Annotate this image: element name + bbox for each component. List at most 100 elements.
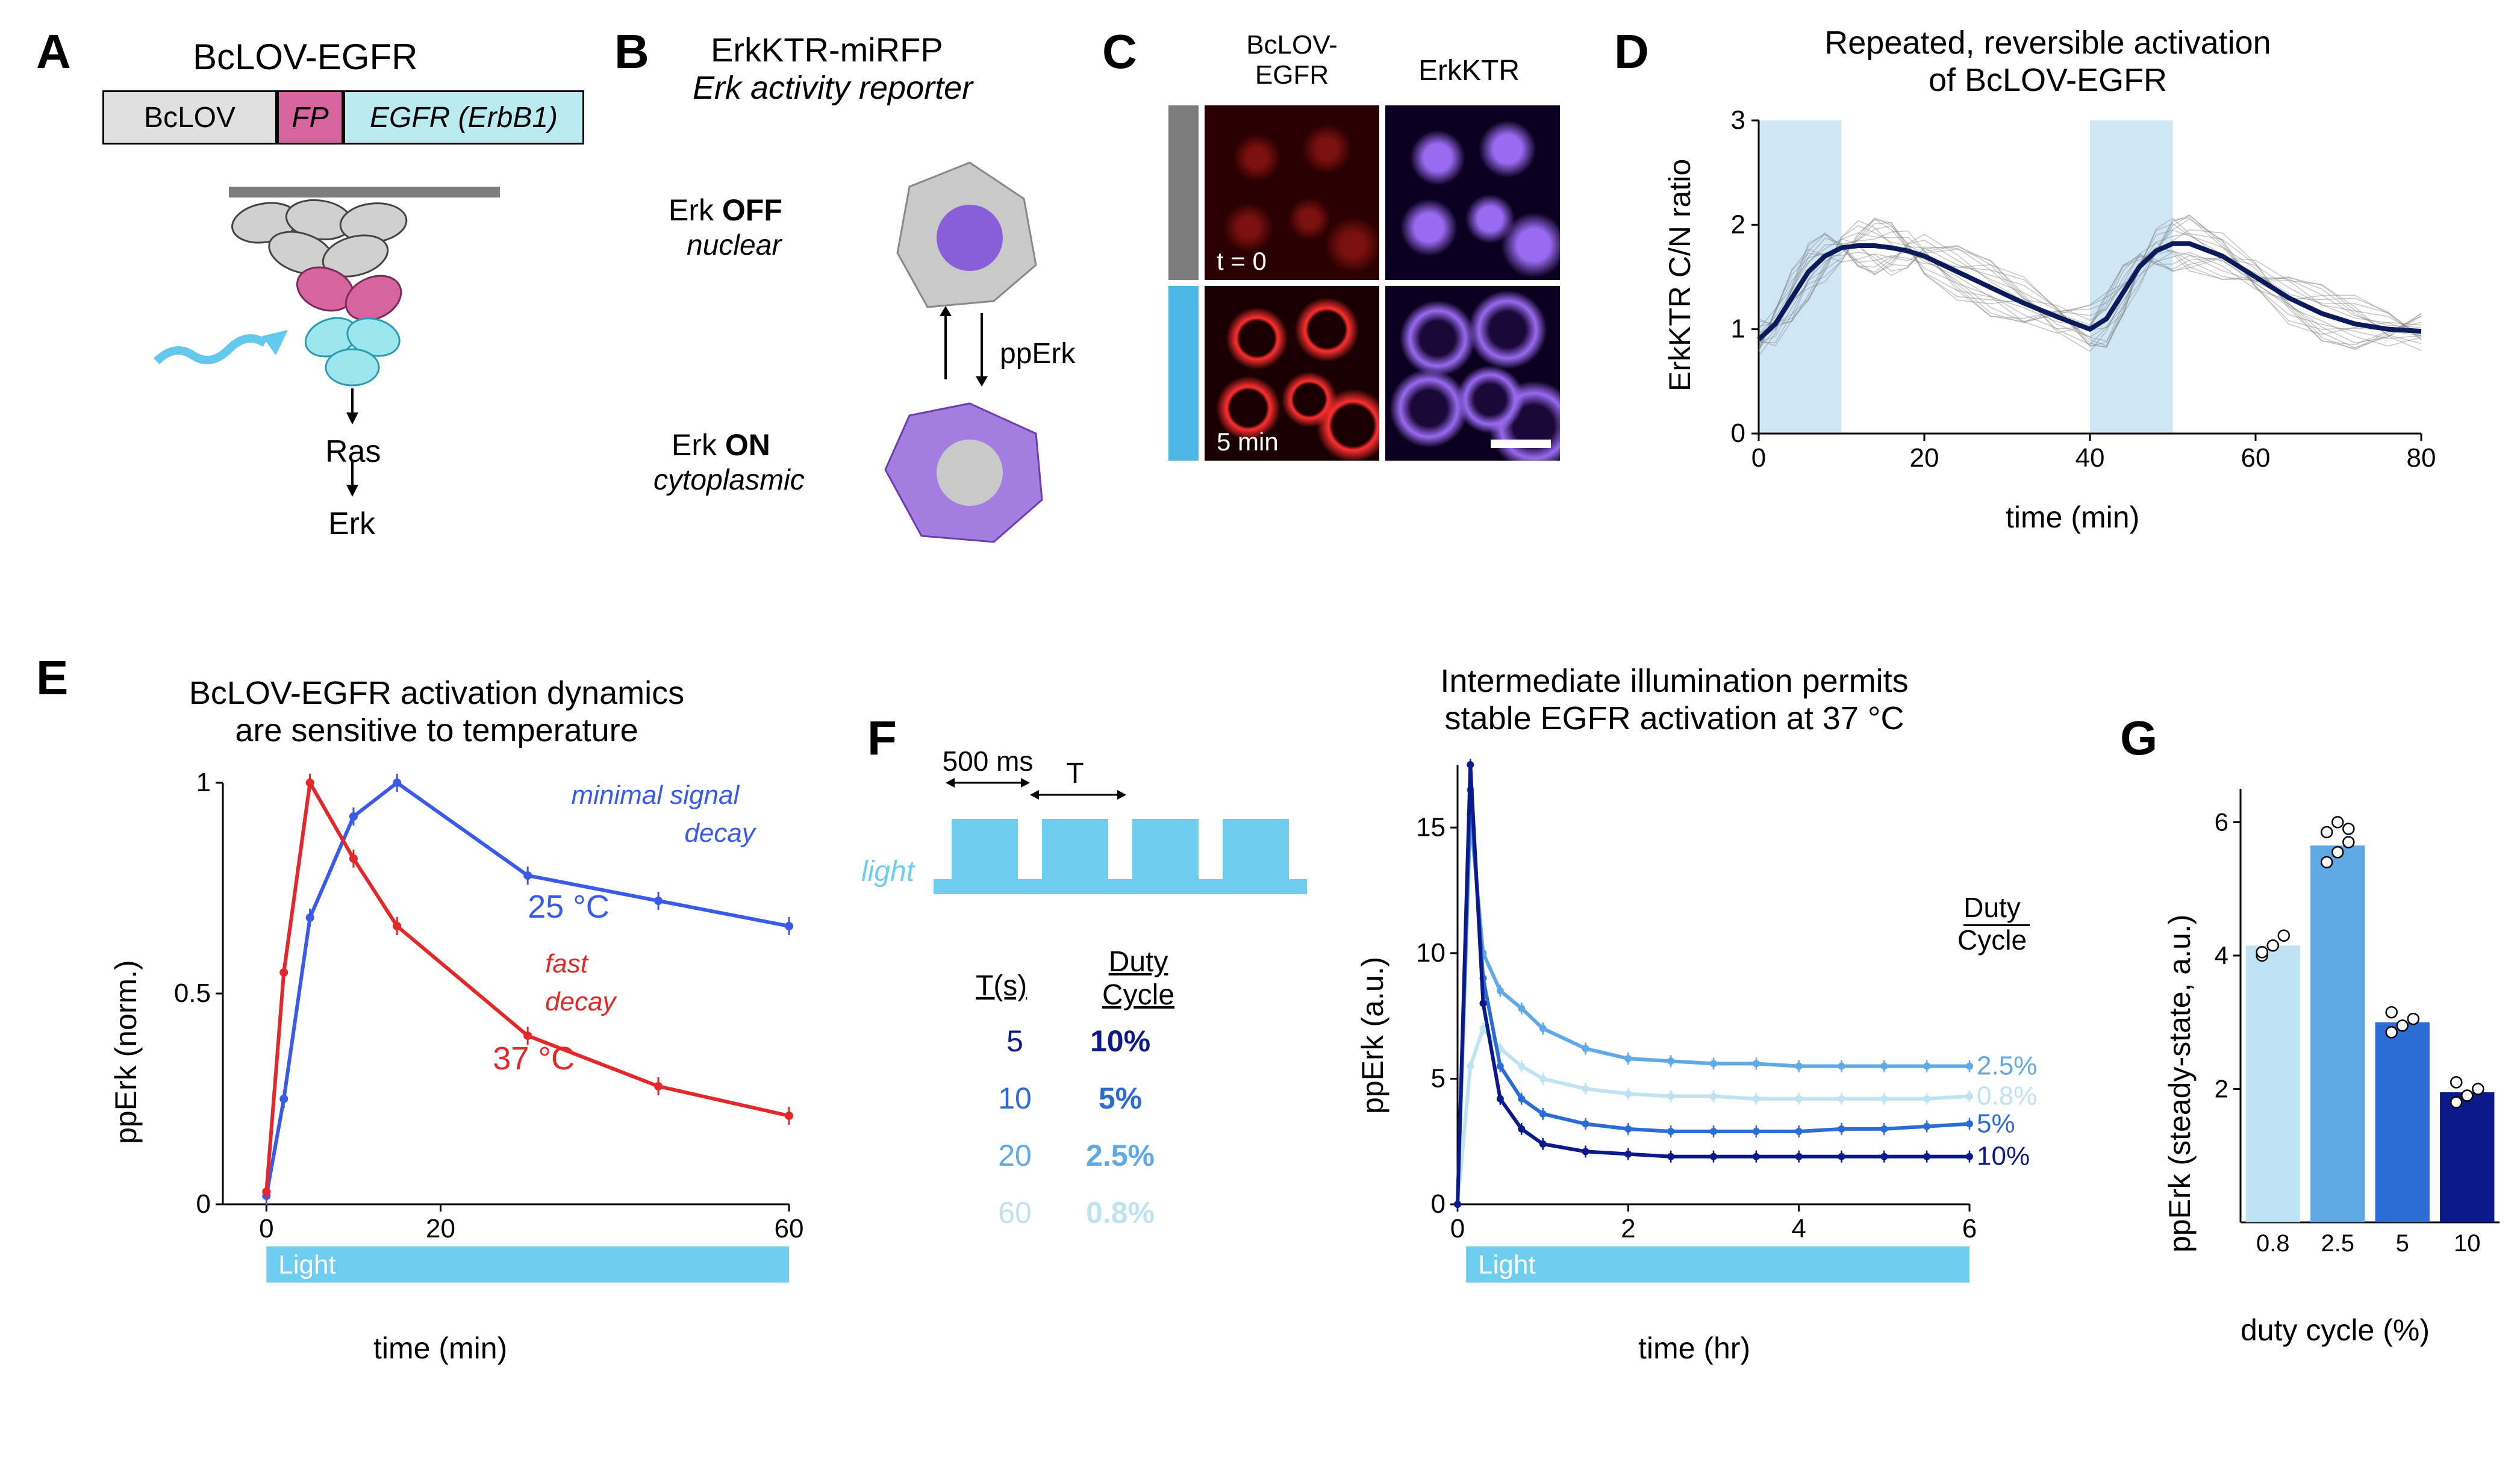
panel-f-chart: 0510150246Light2.5%0.8%5%10% bbox=[1403, 753, 2066, 1313]
erk-on-label: Erk ON bbox=[672, 428, 770, 462]
svg-text:6: 6 bbox=[1962, 1214, 1977, 1243]
svg-text:6: 6 bbox=[2215, 807, 2228, 836]
cascade-erk: Erk bbox=[328, 506, 375, 542]
table-hdr-T: T(s) bbox=[976, 969, 1027, 1003]
svg-text:1: 1 bbox=[196, 768, 211, 797]
svg-text:60: 60 bbox=[775, 1214, 804, 1243]
duty-row: 510% bbox=[970, 1024, 1211, 1059]
svg-text:40: 40 bbox=[2076, 443, 2105, 473]
erk-off-nuclear: nuclear bbox=[687, 229, 781, 262]
pperk-label: ppErk bbox=[1000, 337, 1075, 370]
duty-row: 105% bbox=[970, 1081, 1211, 1116]
panel-c-label: C bbox=[1102, 24, 1137, 79]
svg-text:fast: fast bbox=[545, 949, 589, 978]
panel-e-ylabel: ppErk (norm.) bbox=[108, 960, 143, 1144]
erk-off-label: Erk OFF bbox=[669, 193, 782, 228]
panel-b-label: B bbox=[614, 24, 649, 79]
construct-egfr: EGFR (ErbB1) bbox=[343, 90, 584, 145]
construct-egfr-label: EGFR (ErbB1) bbox=[370, 101, 558, 134]
svg-text:decay: decay bbox=[545, 987, 617, 1016]
dark-bar bbox=[1168, 105, 1199, 280]
svg-text:10: 10 bbox=[2454, 1230, 2481, 1257]
svg-text:0.5: 0.5 bbox=[174, 978, 211, 1008]
construct-bclov: BcLOV bbox=[102, 90, 277, 145]
panel-f-xlabel: time (hr) bbox=[1638, 1331, 1750, 1366]
panel-g-ylabel: ppErk (steady-state, a.u.) bbox=[2162, 915, 2197, 1252]
panel-f-label: F bbox=[867, 711, 897, 766]
svg-text:2.5%: 2.5% bbox=[1977, 1051, 2037, 1081]
panel-d-xlabel: time (min) bbox=[2006, 500, 2139, 535]
construct-bclov-label: BcLOV bbox=[144, 101, 235, 134]
svg-text:80: 80 bbox=[2407, 443, 2436, 473]
svg-text:5: 5 bbox=[1431, 1063, 1446, 1093]
svg-text:37 °C: 37 °C bbox=[493, 1041, 575, 1077]
svg-text:0: 0 bbox=[259, 1214, 273, 1243]
construct-fp: FP bbox=[277, 90, 343, 145]
svg-text:T: T bbox=[1066, 757, 1084, 789]
svg-text:10%: 10% bbox=[1977, 1142, 2030, 1171]
pulse-500ms-svgtext: 500 ms bbox=[943, 745, 1034, 777]
panel-c-col2: ErkKTR bbox=[1418, 54, 1520, 87]
svg-text:20: 20 bbox=[1910, 443, 1939, 473]
svg-text:20: 20 bbox=[426, 1214, 455, 1243]
cell-img-ktr-t5 bbox=[1385, 286, 1560, 461]
construct-fp-label: FP bbox=[292, 101, 328, 134]
duty-underline bbox=[1963, 924, 2030, 926]
svg-text:0: 0 bbox=[1751, 443, 1766, 473]
panel-b-title1: ErkKTR-miRFP bbox=[711, 30, 943, 69]
duty-row: 600.8% bbox=[970, 1195, 1211, 1230]
svg-text:5: 5 bbox=[2396, 1230, 2409, 1257]
panel-a-cartoon bbox=[120, 169, 572, 530]
svg-text:0: 0 bbox=[196, 1189, 211, 1219]
svg-text:10: 10 bbox=[1416, 938, 1446, 968]
svg-text:0: 0 bbox=[1450, 1214, 1465, 1243]
panel-d-chart: 0 1 2 3 0 20 40 60 80 bbox=[1717, 108, 2439, 494]
svg-text:3: 3 bbox=[1731, 105, 1745, 135]
panel-e-chart: 0 0.5 1 0 20 60 Light minimal signal decay 25 °C f… bbox=[169, 771, 801, 1313]
panel-b-title2: Erk activity reporter bbox=[693, 69, 973, 107]
panel-e-xlabel: time (min) bbox=[373, 1331, 507, 1366]
svg-text:60: 60 bbox=[2241, 443, 2271, 473]
panel-f-ylabel: ppErk (a.u.) bbox=[1355, 957, 1390, 1114]
cascade-ras: Ras bbox=[325, 434, 381, 470]
panel-e-title: BcLOV-EGFR activation dynamics are sensi… bbox=[90, 674, 783, 749]
t5-label: 5 min bbox=[1217, 428, 1279, 456]
svg-text:25 °C: 25 °C bbox=[528, 889, 610, 925]
svg-text:4: 4 bbox=[1791, 1214, 1806, 1243]
duty-row: 202.5% bbox=[970, 1138, 1211, 1173]
scale-bar bbox=[1491, 440, 1551, 448]
svg-text:0: 0 bbox=[1431, 1189, 1446, 1219]
svg-text:0: 0 bbox=[1731, 418, 1745, 448]
svg-text:4: 4 bbox=[2215, 941, 2228, 969]
cell-img-ktr-t0 bbox=[1385, 105, 1560, 280]
svg-text:minimal signal: minimal signal bbox=[571, 780, 740, 810]
erk-off-bold: OFF bbox=[722, 193, 782, 227]
erk-on-bold: ON bbox=[725, 428, 770, 462]
svg-text:2: 2 bbox=[1731, 210, 1745, 239]
light-bar bbox=[1168, 286, 1199, 461]
panel-d-label: D bbox=[1614, 24, 1649, 79]
light-label-left: light bbox=[861, 855, 914, 888]
svg-text:2: 2 bbox=[2215, 1074, 2228, 1103]
panel-g-chart: 2 4 6 0.8 2.5 5 10 bbox=[2192, 753, 2506, 1295]
t0-label: t = 0 bbox=[1217, 247, 1267, 276]
panel-c-col1: BcLOV- EGFR bbox=[1208, 30, 1376, 90]
svg-text:decay: decay bbox=[684, 818, 756, 848]
svg-text:Light: Light bbox=[278, 1250, 335, 1280]
table-hdr-dc: Duty Cycle bbox=[1102, 945, 1174, 1012]
svg-text:Light: Light bbox=[1478, 1250, 1535, 1280]
svg-text:2: 2 bbox=[1621, 1214, 1635, 1243]
svg-text:0.8%: 0.8% bbox=[1977, 1081, 2037, 1111]
erk-on-cyto: cytoplasmic bbox=[653, 464, 805, 497]
erk-on-prefix: Erk bbox=[672, 428, 725, 462]
panel-d-ylabel: ErkKTR C/N ratio bbox=[1662, 159, 1697, 391]
svg-text:1: 1 bbox=[1731, 314, 1745, 344]
panel-f-chart-title: Intermediate illumination permits stable… bbox=[1373, 662, 1976, 737]
svg-text:0.8: 0.8 bbox=[2256, 1230, 2290, 1257]
erk-off-prefix: Erk bbox=[669, 193, 722, 227]
panel-e-label: E bbox=[36, 650, 68, 706]
panel-g-label: G bbox=[2120, 711, 2157, 766]
svg-text:2.5: 2.5 bbox=[2321, 1230, 2354, 1257]
panel-a-title: BcLOV-EGFR bbox=[193, 36, 417, 78]
panel-g-xlabel: duty cycle (%) bbox=[2241, 1313, 2430, 1348]
